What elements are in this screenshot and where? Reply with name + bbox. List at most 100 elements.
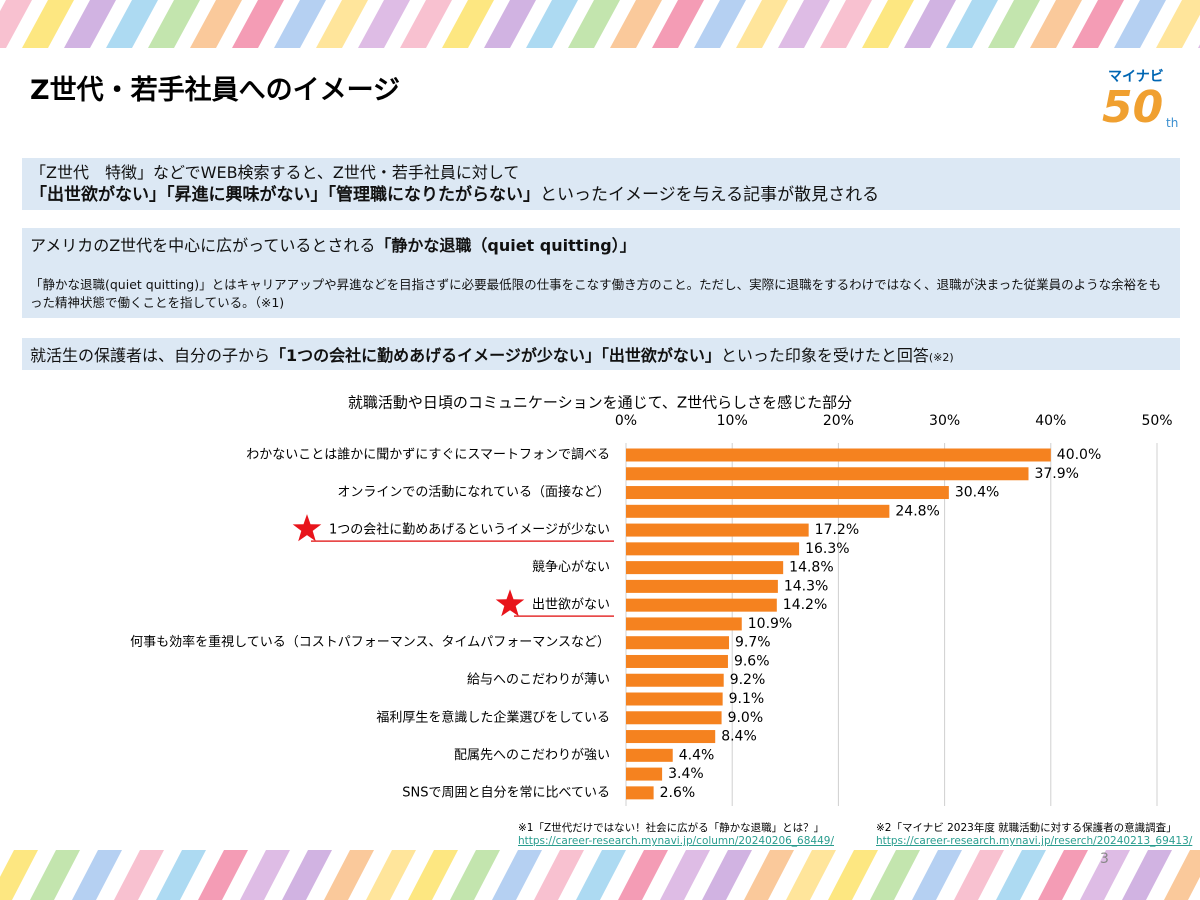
stripe (190, 0, 242, 48)
stripe (820, 0, 872, 48)
category-label: 何事も効率を重視している（コストパフォーマンス、タイムパフォーマンスなど） (130, 634, 610, 650)
bar (626, 448, 1051, 462)
parents-text: 就活生の保護者は、自分の子から (30, 346, 271, 365)
bar (626, 767, 663, 781)
value-label: 9.0% (728, 710, 764, 726)
stripe (232, 0, 284, 48)
stripe (156, 850, 206, 900)
stripe (526, 0, 578, 48)
footnote-link[interactable]: https://career-research.mynavi.jp/column… (518, 835, 834, 847)
intro-bold: 「出世欲がない」「昇進に興味がない」「管理職になりたがらない」 (30, 185, 540, 205)
stripe (358, 0, 410, 48)
bar (626, 579, 778, 593)
stripe (274, 0, 326, 48)
bar (626, 786, 654, 800)
stripe (862, 0, 914, 48)
parents-rest: といった印象を受けたと回答 (720, 346, 929, 365)
category-label: 給与へのこだわりが薄い (467, 673, 610, 688)
bar (626, 486, 949, 500)
category-label: オンラインでの活動になれている（面接など） (337, 484, 610, 500)
stripe (1114, 0, 1166, 48)
quiet-quitting-box: アメリカのZ世代を中心に広がっているとされる「静かな退職（quiet quitt… (22, 228, 1180, 318)
parents-box: 就活生の保護者は、自分の子から「1つの会社に勤めあげるイメージが少ない」「出世欲… (22, 338, 1180, 370)
stripe (870, 850, 920, 900)
stripe (240, 850, 290, 900)
heading-bold: 「静かな退職（quiet quitting）」 (375, 236, 636, 255)
intro-line: 「出世欲がない」「昇進に興味がない」「管理職になりたがらない」といったイメージを… (30, 184, 1172, 206)
stripe (450, 850, 500, 900)
x-tick-label: 0% (615, 413, 637, 429)
stripe (610, 0, 662, 48)
stripe (694, 0, 746, 48)
bar (626, 730, 716, 744)
logo: マイナビ (1108, 69, 1164, 85)
value-label: 14.8% (789, 560, 833, 576)
stripe (400, 0, 452, 48)
bar (626, 523, 809, 537)
stripe (652, 0, 704, 48)
logo-number: 50 (1102, 82, 1164, 133)
x-tick-label: 10% (717, 413, 748, 429)
footnote-text: ※1「Z世代だけではない！社会に広がる「静かな退職」とは？」 (518, 822, 825, 834)
stripe (22, 0, 74, 48)
stripe (778, 0, 830, 48)
stripe (996, 850, 1046, 900)
stripe (0, 0, 32, 48)
value-label: 9.2% (730, 672, 766, 688)
stripe (534, 850, 584, 900)
stripe (828, 850, 878, 900)
stripe (282, 850, 332, 900)
value-label: 17.2% (815, 522, 859, 538)
x-tick-label: 40% (1035, 413, 1066, 429)
page-number: 3 (1100, 851, 1109, 867)
value-label: 3.4% (668, 766, 704, 782)
stripe (316, 0, 368, 48)
footnote: ※1「Z世代だけではない！社会に広がる「静かな退職」とは？」 https://ca… (518, 820, 834, 847)
intro-box: 「Z世代 特徴」などでWEB検索すると、Z世代・若手社員に対して 「出世欲がない… (22, 158, 1180, 210)
slide-title: Z世代・若手社員へのイメージ (30, 75, 401, 106)
chart-title: 就職活動や日頃のコミュニケーションを通じて、Z世代らしさを感じた部分 (348, 394, 852, 412)
stripe (64, 0, 116, 48)
value-label: 9.6% (734, 653, 770, 669)
stripe (106, 0, 158, 48)
stripe (744, 850, 794, 900)
value-label: 14.2% (783, 597, 827, 613)
stripe (1072, 0, 1124, 48)
bar (626, 598, 777, 612)
parents-note: (※2) (928, 351, 954, 364)
stripe (618, 850, 668, 900)
stripe (1156, 0, 1200, 48)
value-label: 14.3% (784, 578, 828, 594)
value-label: 9.7% (735, 635, 771, 651)
heading-text: アメリカのZ世代を中心に広がっているとされる (30, 236, 376, 255)
stripe (988, 0, 1040, 48)
bar (626, 748, 673, 762)
x-tick-label: 50% (1141, 413, 1172, 429)
stripe (198, 850, 248, 900)
intro-line: 「Z世代 特徴」などでWEB検索すると、Z世代・若手社員に対して (30, 163, 520, 182)
stripe (912, 850, 962, 900)
stripe (484, 0, 536, 48)
stripe (442, 0, 494, 48)
bar (626, 692, 723, 706)
stripe (72, 850, 122, 900)
category-label: SNSで周囲と自分を常に比べている (402, 785, 610, 800)
stripe (576, 850, 626, 900)
stripe (946, 0, 998, 48)
footnote-link[interactable]: https://career-research.mynavi.jp/reserc… (876, 835, 1193, 847)
stripe (492, 850, 542, 900)
x-tick-label: 30% (929, 413, 960, 429)
stripe (148, 0, 200, 48)
bar (626, 654, 728, 668)
value-label: 16.3% (805, 541, 849, 557)
category-label: わかないことは誰かに聞かずにすぐにスマートフォンで調べる (246, 447, 610, 463)
bar (626, 561, 784, 575)
stripe (408, 850, 458, 900)
category-label: 競争心がない (532, 560, 610, 575)
highlight-star (495, 589, 525, 617)
category-label: 1つの会社に勤めあげるというイメージが少ない (329, 522, 610, 538)
box-body: 「静かな退職(quiet quitting)」とはキャリアアップや昇進などを目指… (30, 277, 1162, 310)
